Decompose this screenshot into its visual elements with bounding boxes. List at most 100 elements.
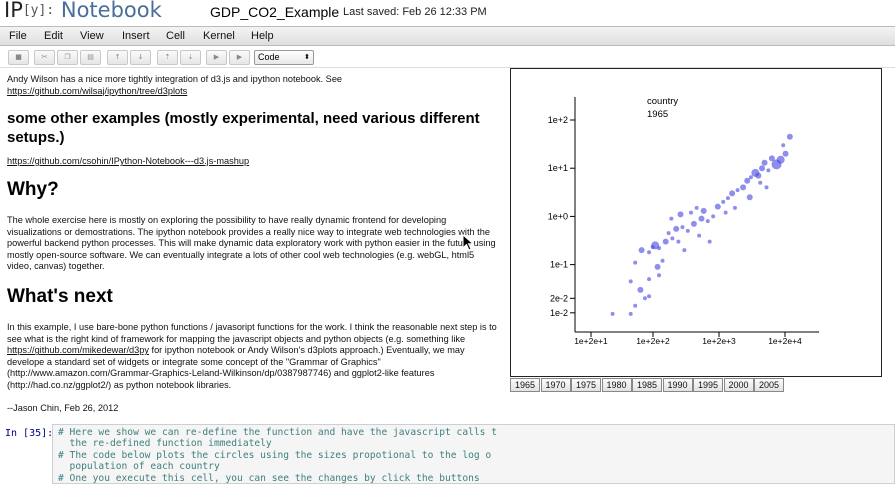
scatter-point [628,279,633,284]
scatter-point [781,143,786,148]
paste-icon[interactable]: ▤ [80,50,101,65]
scatter-point [768,155,775,162]
scatter-point [782,150,789,157]
chart-title: country [647,96,678,107]
scatter-point [711,214,716,219]
year-button-2005[interactable]: 2005 [754,378,784,392]
scatter-point [705,219,710,224]
logo-notebook: Notebook [60,0,162,22]
menu-bar: File Edit View Insert Cell Kernel Help [0,26,895,46]
y-tick-label: 1e-1 [550,260,568,270]
scatter-point [707,239,712,244]
scatter-point [654,263,661,270]
scatter-plot-svg: 1e+2 1e+1 1e+0 1e-1 2e-2 1e-2 1e+2e+1 1e+2e+2 1e… [548,96,819,346]
menu-help[interactable]: Help [251,30,274,42]
scatter-point [633,303,638,308]
whats-next-body: In this example, I use bare-bone python … [7,322,499,392]
toolbar: ■ ✂ ❐ ▤ ↑ ↓ ⇡ ⇣ ▶ ▶ Code ⬍ [0,46,895,68]
scatter-point [677,211,684,218]
insert-above-icon[interactable]: ⇡ [157,50,178,65]
scatter-point [698,215,705,222]
y-tick-label: 2e-2 [550,293,568,303]
scatter-point [721,199,726,204]
code-editor[interactable]: # Here we show we can re-define the func… [52,424,895,484]
insert-below-icon[interactable]: ⇣ [180,50,201,65]
menu-file[interactable]: File [9,30,27,42]
year-button-1985[interactable]: 1985 [632,378,662,392]
move-down-icon[interactable]: ↓ [130,50,151,65]
scatter-point [673,225,680,232]
code-line: # One you execute this cell, you can see… [58,472,480,484]
year-button-2000[interactable]: 2000 [723,378,754,392]
x-tick-label: 1e+2e+3 [702,336,736,346]
menu-kernel[interactable]: Kernel [203,30,235,42]
d3-scatter-chart: 1e+2 1e+1 1e+0 1e-1 2e-2 1e-2 1e+2e+1 1e+2e+2 1e… [510,68,882,377]
scatter-point [766,168,771,173]
year-button-1975[interactable]: 1975 [571,378,601,392]
code-line: # Here we show we can re-define the func… [58,427,497,438]
scatter-point [714,203,721,210]
x-tick-label: 1e+2e+1 [574,336,608,346]
y-tick-label: 1e+0 [548,211,568,221]
scatter-point [647,250,652,255]
year-button-1990[interactable]: 1990 [662,378,693,392]
scatter-point [697,233,702,238]
scatter-point [690,220,697,227]
why-body: The whole exercise here is mostly on exp… [7,215,496,272]
scatter-point [776,155,785,164]
y-tick-label: 1e-2 [550,308,568,318]
examples-heading: some other examples (mostly experimental… [7,110,480,146]
scatter-point [761,159,768,166]
scatter-point [628,311,633,316]
logo-ip: IP [4,0,23,22]
intro-text: Andy Wilson has a nice more tightly inte… [7,74,499,97]
scatter-point [723,210,728,215]
scatter-point [746,194,753,201]
scatter-point [637,286,644,293]
year-button-1995[interactable]: 1995 [693,378,723,392]
scatter-point [725,196,730,201]
scatter-point [633,260,638,265]
save-icon[interactable]: ■ [8,50,29,65]
cell-type-select[interactable]: Code ⬍ [254,50,314,65]
year-button-1965[interactable]: 1965 [510,378,540,392]
mashup-link[interactable]: https://github.com/csohin/IPython-Notebo… [7,156,250,166]
intro-sentence: Andy Wilson has a nice more tightly inte… [7,74,343,84]
notebook-header: IP[y]: Notebook GDP_CO2_Example Last sav… [0,0,895,26]
scatter-point [744,177,751,184]
whats-next-heading: What's next [7,286,113,307]
scatter-point [689,210,694,215]
menu-cell[interactable]: Cell [166,30,185,42]
examples-link-row: https://github.com/csohin/IPython-Notebo… [7,156,499,168]
menu-edit[interactable]: Edit [44,30,63,42]
last-saved-status: Last saved: Feb 26 12:33 PM [343,6,487,18]
d3plots-link[interactable]: https://github.com/wilsaj/ipython/tree/d… [7,85,188,96]
notebook-name[interactable]: GDP_CO2_Example [210,4,340,20]
ipython-logo[interactable]: IP[y]: Notebook [4,0,162,22]
menu-insert[interactable]: Insert [122,30,150,42]
year-button-1980[interactable]: 1980 [601,378,632,392]
cut-icon[interactable]: ✂ [34,50,55,65]
year-button-1970[interactable]: 1970 [540,378,571,392]
scatter-point [755,172,762,179]
copy-icon[interactable]: ❐ [57,50,78,65]
scatter-point [685,228,690,233]
scatter-point [729,190,736,197]
move-up-icon[interactable]: ↑ [107,50,128,65]
scatter-point [669,216,674,221]
scatter-point [680,225,685,230]
scatter-point [662,238,669,245]
scatter-point [732,205,737,210]
whats-next-text-1: In this example, I use bare-bone python … [7,322,497,344]
scatter-point [666,231,671,236]
d3py-link[interactable]: https://github.com/mikedewar/d3py [7,345,149,356]
scatter-point [764,185,769,190]
run-icon[interactable]: ▶ [206,50,227,65]
scatter-point [735,188,740,193]
chart-subtitle: 1965 [647,109,668,120]
run-all-icon[interactable]: ▶ [229,50,250,65]
x-tick-label: 1e+2e+2 [636,336,670,346]
menu-view[interactable]: View [80,30,104,42]
x-tick-label: 1e+2e+4 [768,336,802,346]
y-tick-label: 1e+2 [548,115,568,125]
